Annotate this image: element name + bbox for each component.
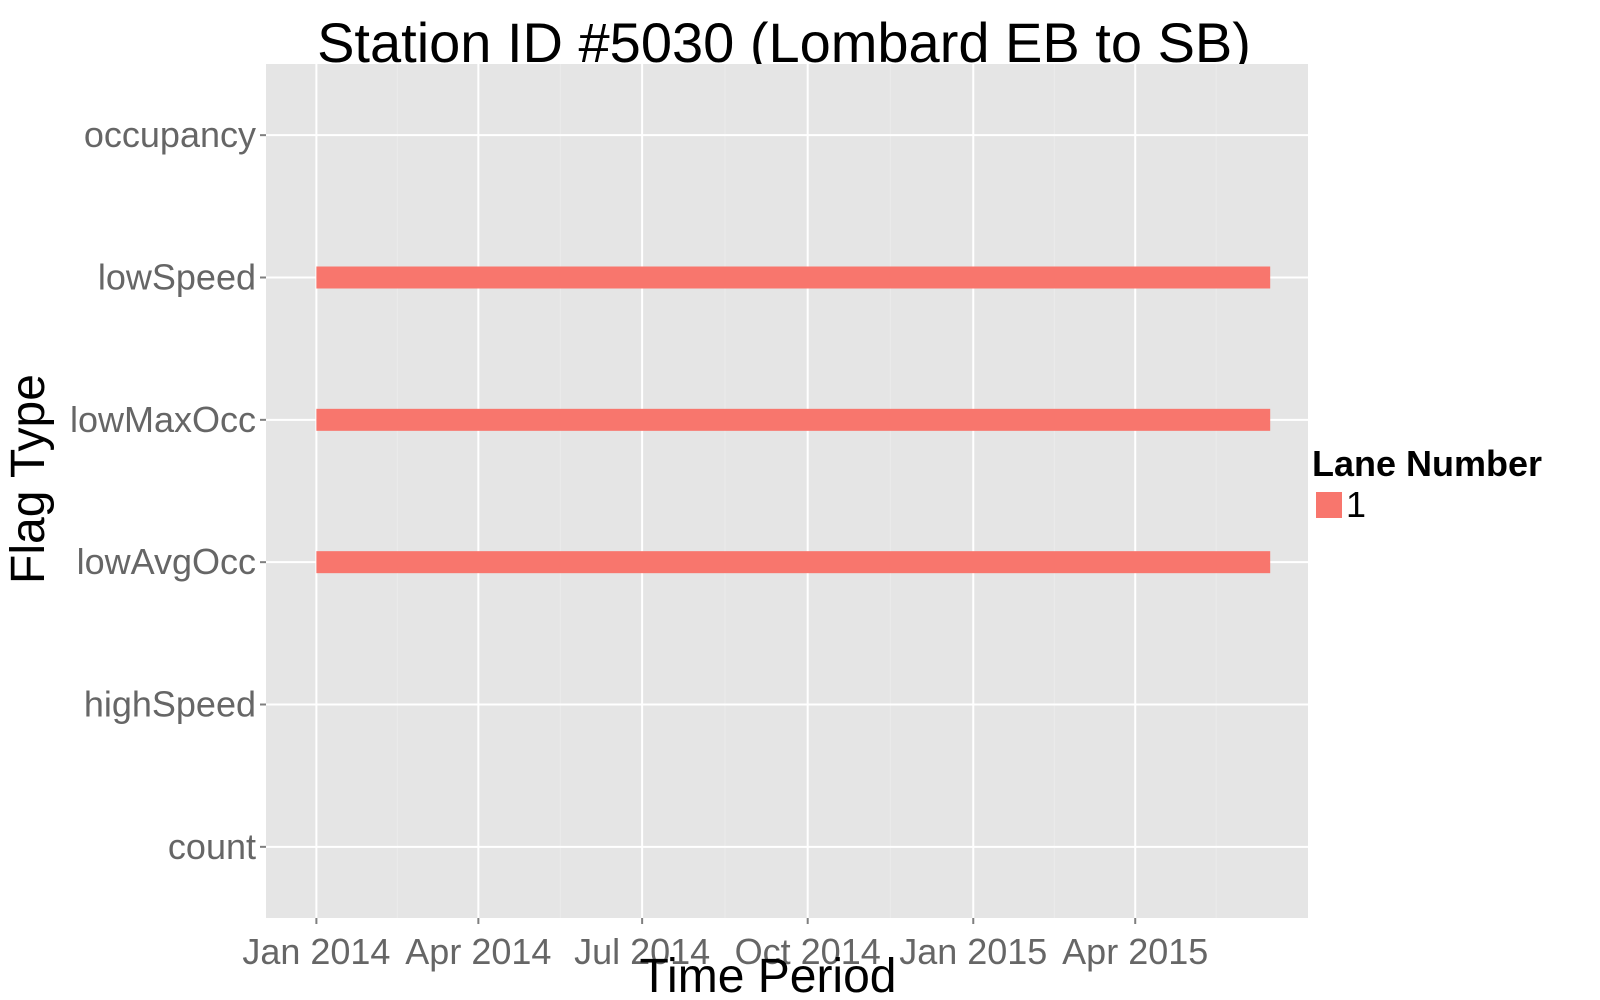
bar-segment-lowMaxOcc (316, 408, 1271, 431)
x-tick-label: Apr 2015 (1062, 931, 1208, 972)
bar-segment-lowSpeed (316, 266, 1271, 289)
x-tick-label: Oct 2014 (735, 931, 881, 972)
legend: Lane Number 1 (1312, 443, 1542, 525)
bar-segment-lowAvgOcc (316, 551, 1271, 574)
x-axis-ticks: Jan 2014 Apr 2014 Jul 2014 Oct 2014 Jan 2015… (242, 918, 1208, 972)
x-tick-label: Apr 2014 (405, 931, 551, 972)
y-axis-title: Flag Type (2, 374, 55, 584)
chart-title: Station ID #5030 (Lombard EB to SB) (317, 11, 1251, 74)
legend-label: 1 (1346, 484, 1366, 525)
y-tick-label: count (168, 826, 256, 867)
x-tick-label: Jul 2014 (574, 931, 710, 972)
legend-swatch (1316, 492, 1342, 518)
y-axis-ticks: count highSpeed lowAvgOcc lowMaxOcc lowSpeed… (70, 114, 266, 867)
plot-panel (266, 64, 1308, 918)
series-bars (316, 266, 1271, 574)
y-tick-label: highSpeed (84, 684, 256, 725)
x-axis-title: Time Period (640, 950, 897, 1000)
y-tick-label: lowSpeed (98, 257, 256, 298)
y-tick-label: lowAvgOcc (77, 541, 256, 582)
y-tick-label: occupancy (84, 114, 256, 155)
minor-gridlines (396, 64, 1217, 918)
x-tick-label: Jan 2014 (242, 931, 390, 972)
y-tick-label: lowMaxOcc (70, 399, 256, 440)
legend-title: Lane Number (1312, 443, 1542, 484)
x-tick-label: Jan 2015 (899, 931, 1047, 972)
